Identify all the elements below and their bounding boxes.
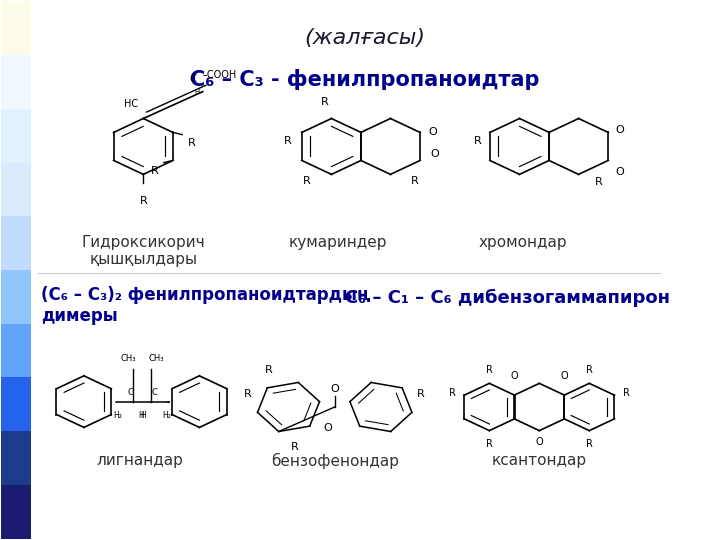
Text: С₆ – С₃ - фенилпропаноидтар: С₆ – С₃ - фенилпропаноидтар [189,69,539,90]
Text: R: R [486,365,492,375]
Text: R: R [244,389,252,399]
Text: C: C [189,73,196,84]
Text: O: O [330,383,339,394]
Text: R: R [150,166,158,176]
Text: H: H [140,411,146,420]
Text: R: R [265,364,273,375]
FancyBboxPatch shape [1,377,31,431]
Text: хромондар: хромондар [479,235,567,250]
Text: лигнандар: лигнандар [96,453,184,468]
FancyBboxPatch shape [1,485,31,538]
Text: HC: HC [125,99,138,109]
Text: R: R [411,176,419,186]
Text: C: C [152,388,158,397]
Text: кумариндер: кумариндер [289,235,387,250]
FancyBboxPatch shape [1,323,31,377]
Text: ксантондар: ксантондар [492,453,587,468]
Text: R: R [291,442,299,452]
Text: R: R [586,439,593,449]
Text: R: R [321,97,329,107]
Text: (жалғасы): (жалғасы) [304,28,425,48]
FancyBboxPatch shape [1,109,31,163]
FancyBboxPatch shape [1,431,31,485]
Text: бензофенондар: бензофенондар [271,453,399,469]
Text: R: R [486,439,492,449]
Text: H₂: H₂ [113,411,122,420]
Text: R: R [595,177,603,187]
FancyBboxPatch shape [1,55,31,109]
Text: O: O [430,149,438,159]
Text: O: O [324,423,333,433]
Text: (С₆ – С₃)₂ фенилпропаноидтардың
димеры: (С₆ – С₃)₂ фенилпропаноидтардың димеры [41,286,370,325]
FancyBboxPatch shape [1,217,31,270]
Text: –COOH: –COOH [203,70,237,80]
Text: H: H [138,411,144,420]
Text: O: O [536,436,543,447]
Text: O: O [615,167,624,177]
Text: Гидроксикорич
қышқылдары: Гидроксикорич қышқылдары [81,235,205,267]
Text: O: O [510,371,518,381]
Text: O: O [428,127,437,138]
FancyBboxPatch shape [1,2,31,55]
Text: R: R [418,389,425,399]
Text: R: R [140,196,147,206]
Text: C: C [127,388,133,397]
FancyBboxPatch shape [1,270,31,323]
Text: R: R [449,388,456,398]
FancyBboxPatch shape [1,163,31,217]
Text: CH₃: CH₃ [120,354,136,363]
Text: O: O [560,371,568,381]
Text: H₂: H₂ [163,411,171,420]
Text: С₆ – С₁ – С₆ дибензогаммапирон: С₆ – С₁ – С₆ дибензогаммапирон [345,289,670,307]
Text: CH₃: CH₃ [149,354,164,363]
Text: R: R [623,388,629,398]
Text: R: R [303,176,311,186]
Text: O: O [615,125,624,135]
Text: R: R [284,136,292,146]
Text: R: R [188,138,195,148]
Text: R: R [586,365,593,375]
Text: R: R [474,136,482,146]
Text: H: H [195,89,200,95]
